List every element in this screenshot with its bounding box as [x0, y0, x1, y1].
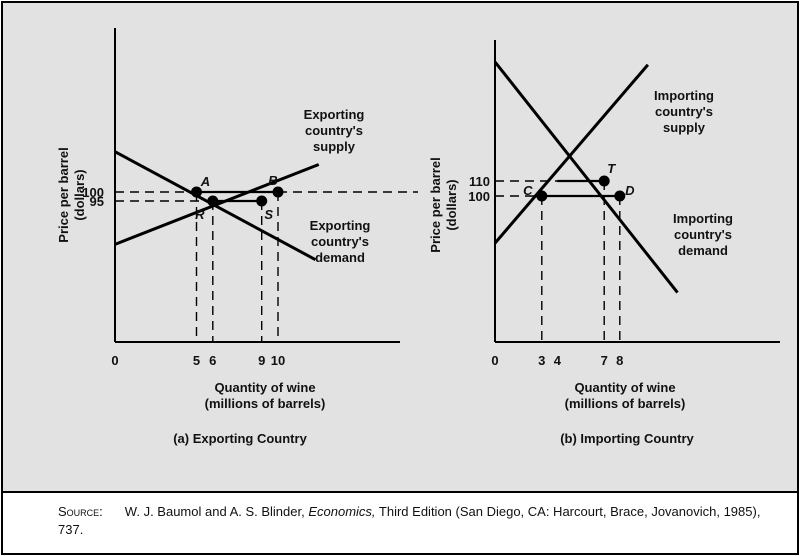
- figure-background: [2, 2, 798, 492]
- point-a: [191, 186, 202, 198]
- point-label-s: S: [264, 207, 273, 222]
- point-label-t: T: [607, 161, 616, 176]
- panel-caption: (a) Exporting Country: [173, 431, 307, 446]
- supply-label: Importing country's supply: [654, 88, 714, 135]
- point-s: [256, 195, 268, 207]
- demand-curve: [493, 60, 679, 294]
- supply-curve: [493, 63, 650, 245]
- y-tick-label: 100: [468, 189, 490, 204]
- panel-importing: Importing country's supply Importing country…: [428, 40, 780, 446]
- panel-caption: (b) Importing Country: [560, 431, 694, 446]
- source-prefix: Source:: [58, 504, 103, 519]
- y-axis-label: Price per barrel(dollars): [56, 147, 87, 242]
- point-r: [207, 195, 219, 207]
- x-tick-label: 7: [601, 353, 608, 368]
- point-label-d: D: [625, 183, 635, 198]
- demand-label: Importing country's demand: [673, 211, 733, 258]
- point-d: [614, 190, 626, 202]
- source-rest: Third Edition (San Diego, CA: Harcourt, …: [58, 504, 761, 537]
- x-tick-label: 6: [209, 353, 216, 368]
- point-label-c: C: [523, 183, 533, 198]
- x-tick-label: 9: [258, 353, 265, 368]
- y-tick-label: 95: [90, 194, 104, 209]
- y-axis-label: Price per barrel(dollars): [428, 157, 459, 252]
- panel-exporting: Exporting country's supply Exporting country…: [56, 28, 400, 446]
- source-note: Source: W. J. Baumol and A. S. Blinder, E…: [58, 503, 778, 539]
- demand-label: Exporting country's demand: [310, 218, 371, 265]
- x-tick-label: 3: [538, 353, 545, 368]
- source-authors: W. J. Baumol and A. S. Blinder,: [124, 504, 309, 519]
- x-tick-label: 10: [271, 353, 285, 368]
- origin-label: 0: [111, 353, 118, 368]
- x-axis-label: Quantity of wine (millions of barrels): [565, 380, 686, 411]
- y-tick-label: 100: [82, 185, 104, 200]
- x-tick-label: 8: [616, 353, 623, 368]
- point-c: [536, 190, 548, 202]
- point-label-r: R: [195, 207, 205, 222]
- point-t: [598, 175, 610, 187]
- supply-label: Exporting country's supply: [304, 107, 365, 154]
- point-label-b: B: [268, 173, 277, 188]
- source-title: Economics,: [308, 504, 376, 519]
- point-label-a: A: [200, 174, 210, 189]
- x-axis-label: Quantity of wine (millions of barrels): [205, 380, 326, 411]
- x-tick-label: 4: [554, 353, 562, 368]
- origin-label: 0: [491, 353, 498, 368]
- x-tick-label: 5: [193, 353, 200, 368]
- y-tick-label: 110: [469, 174, 490, 189]
